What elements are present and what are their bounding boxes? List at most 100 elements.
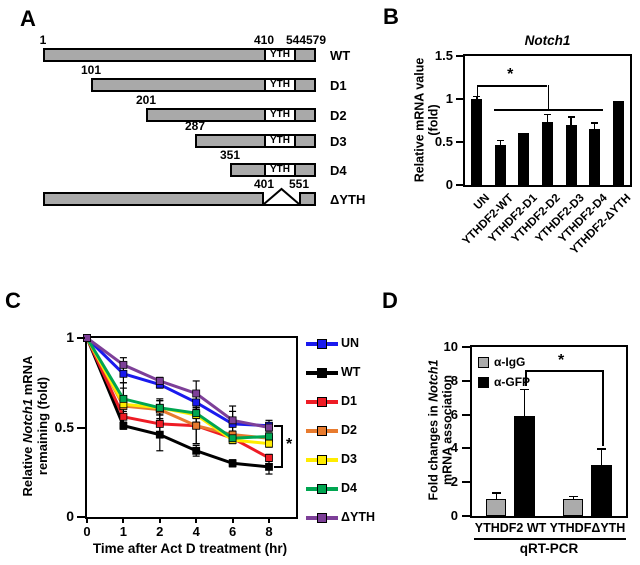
- x-tick-mark: [231, 519, 234, 523]
- y-tick-mark: [462, 447, 470, 450]
- bar-YTHDF2-D1: [518, 132, 530, 185]
- y-tick-label: 4: [450, 440, 458, 456]
- x-tick-mark: [158, 519, 161, 523]
- yth-domain-box: YTH: [264, 134, 296, 148]
- x-tick-mark: [122, 519, 125, 523]
- construct-bar-left-segment: [43, 192, 264, 206]
- construct-name: D1: [330, 78, 347, 93]
- sig-bracket-line: [281, 425, 283, 468]
- y-tick-label: 0: [450, 508, 458, 523]
- group-underline: [474, 538, 626, 540]
- construct-name: ΔYTH: [330, 192, 366, 207]
- data-point-UN: [119, 369, 128, 378]
- residue-number: 1: [39, 33, 47, 47]
- data-point-ΔYTH: [155, 377, 164, 385]
- yth-domain-box: YTH: [264, 163, 296, 177]
- data-point-D2: [192, 421, 201, 430]
- y-tick-mark: [456, 184, 463, 186]
- construct-name: D3: [330, 134, 347, 149]
- error-bar: [476, 96, 478, 99]
- y-tick-label: 6: [450, 406, 458, 422]
- legend-marker: [317, 397, 327, 407]
- residue-number: 351: [219, 148, 241, 162]
- bar-YTHDFΔYTH-α-IgG: [563, 499, 583, 517]
- sig-bracket-line: [274, 425, 283, 427]
- y-tick-label: 8: [450, 372, 458, 388]
- legend-swatch: [478, 377, 489, 388]
- construct-name: D4: [330, 163, 347, 178]
- bar-YTHDF2-ΔYTH: [612, 100, 624, 185]
- legend-item-D2: D2: [306, 422, 376, 442]
- panel-b-title: Notch1: [524, 33, 571, 48]
- residue-number: 410: [253, 33, 275, 47]
- error-bar: [572, 496, 575, 500]
- residue-number: 287: [184, 119, 206, 133]
- data-point-D3: [265, 439, 273, 448]
- y-tick-label: 1: [66, 329, 74, 345]
- legend-item-α-IgG: α-IgG: [478, 355, 548, 371]
- panel-d-label: D: [382, 288, 398, 313]
- x-tick-label: 2: [156, 524, 164, 539]
- legend-item-UN: UN: [306, 335, 376, 355]
- legend-label: α-IgG: [494, 355, 526, 369]
- error-bar-cap: [520, 388, 529, 390]
- legend-label: D4: [341, 481, 357, 495]
- data-point-D1: [155, 420, 164, 428]
- residue-number: 544: [285, 33, 307, 47]
- residue-number: 579: [305, 33, 327, 47]
- y-tick-mark: [456, 55, 463, 57]
- data-point-ΔYTH: [192, 389, 201, 398]
- group-label-YTHDF2 WT: YTHDF2 WT: [474, 521, 547, 535]
- construct-bar: [91, 78, 316, 92]
- legend-label: ΔYTH: [341, 510, 375, 524]
- data-point-WT: [119, 421, 128, 430]
- sig-bracket-line: [476, 85, 548, 87]
- residue-number: 401: [253, 177, 275, 191]
- construct-name: WT: [330, 48, 351, 63]
- error-bar: [499, 140, 502, 146]
- y-tick-mark: [77, 337, 85, 339]
- data-point-D4: [155, 403, 164, 412]
- legend-item-ΔYTH: ΔYTH: [306, 509, 376, 529]
- data-point-UN: [192, 398, 201, 407]
- y-tick-mark: [456, 141, 463, 143]
- legend-marker: [317, 484, 327, 494]
- bar-YTHDF2 WT-α-IgG: [486, 499, 506, 517]
- yth-domain-box: YTH: [264, 48, 296, 62]
- y-tick-mark: [462, 481, 470, 484]
- legend-label: UN: [341, 336, 360, 350]
- error-bar: [546, 114, 549, 123]
- data-point-WT: [228, 459, 237, 468]
- legend-label: WT: [341, 365, 361, 379]
- bar-UN: [471, 99, 483, 185]
- residue-number: 551: [288, 177, 310, 191]
- y-tick-label: 0.5: [434, 134, 453, 149]
- error-bar: [593, 123, 596, 130]
- y-tick-mark: [462, 379, 470, 382]
- legend-item-D3: D3: [306, 451, 376, 471]
- y-tick-label: 2: [450, 474, 458, 490]
- panel-a-diagram: YTH 1 410 544 579 WT YTH 101 D1 YTH 201 D2 YTH 287 D3 Y…: [40, 30, 366, 230]
- legend-marker: [317, 368, 327, 378]
- x-tick-label: 6: [228, 524, 237, 539]
- legend-item-D4: D4: [306, 480, 376, 500]
- yth-domain-box: YTH: [264, 78, 296, 92]
- legend-marker: [317, 513, 327, 523]
- y-tick-label: 10: [443, 339, 458, 354]
- y-tick-label: 1.5: [434, 48, 453, 63]
- legend-marker: [317, 426, 327, 436]
- data-point-D4: [119, 394, 128, 403]
- series-line-WT: [85, 337, 270, 469]
- yth-domain-box: YTH: [264, 108, 296, 122]
- legend-marker: [317, 455, 327, 465]
- legend-item-WT: WT: [306, 364, 376, 384]
- y-tick-mark: [462, 413, 470, 416]
- data-point-D4: [228, 434, 237, 443]
- significance-star: *: [286, 436, 293, 453]
- bar-YTHDF2 WT-α-GFP: [514, 416, 535, 516]
- sig-bracket-line: [601, 370, 604, 446]
- construct-bar: [43, 48, 316, 62]
- panel-b-label: B: [383, 4, 399, 29]
- legend-item-α-GFP: α-GFP: [478, 375, 548, 391]
- construct-name: D2: [330, 108, 347, 123]
